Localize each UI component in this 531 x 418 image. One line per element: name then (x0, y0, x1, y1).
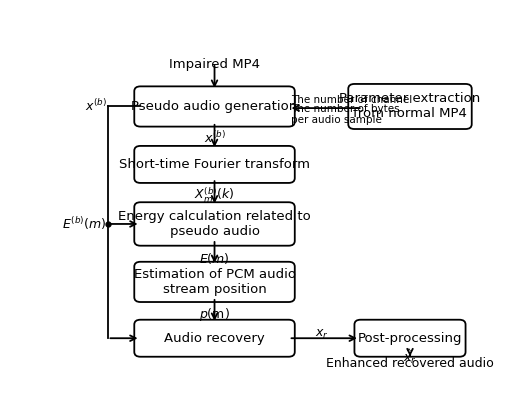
Text: $\hat{x}_r$: $\hat{x}_r$ (403, 348, 417, 366)
FancyBboxPatch shape (355, 320, 466, 357)
Text: $E(m)$: $E(m)$ (199, 251, 230, 266)
Text: $x^{(b)}$: $x^{(b)}$ (85, 99, 107, 115)
FancyBboxPatch shape (134, 262, 295, 302)
Text: The number of channel: The number of channel (290, 95, 412, 105)
FancyBboxPatch shape (348, 84, 472, 129)
Text: $x_r$: $x_r$ (315, 327, 329, 341)
Text: Energy calculation related to
pseudo audio: Energy calculation related to pseudo aud… (118, 210, 311, 238)
Text: Impaired MP4: Impaired MP4 (169, 58, 260, 71)
Text: $x^{(b)}$: $x^{(b)}$ (203, 130, 226, 145)
Text: $X_m^{(b)}(k)$: $X_m^{(b)}(k)$ (194, 186, 235, 205)
Text: Short-time Fourier transform: Short-time Fourier transform (119, 158, 310, 171)
Text: Audio recovery: Audio recovery (164, 332, 265, 345)
Text: Parameter extraction
from normal MP4: Parameter extraction from normal MP4 (339, 92, 481, 120)
Text: $E^{(b)}(m)$: $E^{(b)}(m)$ (62, 216, 107, 232)
FancyBboxPatch shape (134, 202, 295, 246)
Text: Enhanced recovered audio: Enhanced recovered audio (326, 357, 494, 370)
Text: $p(\mathrm{m})$: $p(\mathrm{m})$ (199, 306, 230, 323)
FancyBboxPatch shape (134, 146, 295, 183)
Text: The number of bytes
per audio sample: The number of bytes per audio sample (290, 104, 399, 125)
Text: Estimation of PCM audio
stream position: Estimation of PCM audio stream position (133, 268, 296, 296)
FancyBboxPatch shape (134, 87, 295, 127)
Text: Pseudo audio generation: Pseudo audio generation (131, 100, 298, 113)
Text: Post-processing: Post-processing (358, 332, 463, 345)
FancyBboxPatch shape (134, 320, 295, 357)
